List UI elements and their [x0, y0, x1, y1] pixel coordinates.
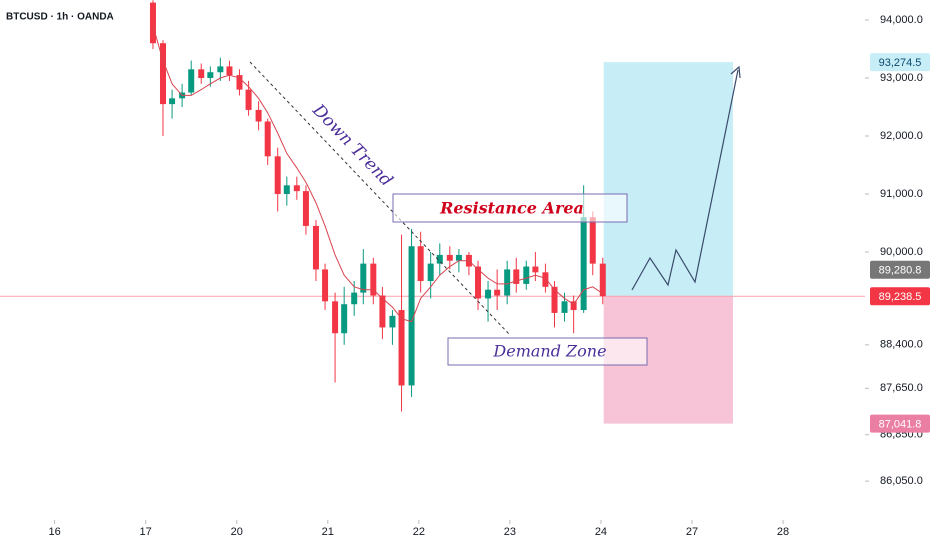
x-tick-label: 28: [777, 526, 789, 538]
y-tick-label: 91,000.0: [880, 188, 923, 200]
candle-body: [302, 191, 309, 226]
candle-body: [417, 246, 424, 282]
candle-body: [504, 269, 511, 296]
resistance-label: Resistance Area: [439, 199, 584, 218]
candle-body: [198, 69, 205, 79]
candle-body: [532, 266, 539, 273]
projection-arrowhead: [730, 65, 741, 79]
trend-line: [249, 61, 511, 336]
projection-path: [631, 69, 739, 291]
candle-body: [513, 269, 520, 284]
candle-body: [245, 89, 252, 110]
candle-body: [255, 109, 262, 122]
candle-body: [332, 301, 339, 334]
ma-label-bg: [870, 260, 930, 279]
candle-body: [389, 315, 396, 328]
candle-body: [561, 301, 568, 313]
candle-body: [551, 286, 558, 313]
y-tick-label: 88,400.0: [880, 339, 923, 351]
y-tick-label: 93,000.0: [880, 72, 923, 84]
candle-body: [264, 121, 271, 157]
candle-body: [149, 2, 156, 44]
y-tick-label: 90,000.0: [880, 246, 923, 258]
x-tick-label: 23: [504, 526, 516, 538]
last-price-label-bg: [870, 287, 930, 306]
candle-body: [293, 185, 300, 192]
target-label: 93,274.5: [879, 57, 922, 69]
candle-body: [475, 266, 482, 299]
candle-body: [494, 289, 501, 296]
x-tick-label: 24: [595, 526, 607, 538]
y-tick-label: 86,050.0: [880, 475, 923, 487]
candle-body: [274, 156, 281, 195]
x-tick-label: 16: [49, 526, 61, 538]
y-tick-label: 92,000.0: [880, 130, 923, 142]
candle-body: [523, 266, 530, 284]
candle-body: [436, 254, 443, 264]
candle-body: [169, 98, 176, 105]
y-tick-label: 87,650.0: [880, 382, 923, 394]
target-label-bg: [870, 53, 930, 72]
candle-body: [322, 269, 329, 302]
candle-body: [455, 254, 462, 261]
stop-label-bg: [870, 414, 930, 433]
candle-body: [188, 69, 195, 93]
candle-body: [207, 72, 214, 79]
target-zone: [603, 62, 733, 297]
candle-body: [351, 292, 358, 305]
candle-body: [485, 289, 492, 299]
candle-body: [570, 301, 577, 311]
x-tick-label: 20: [231, 526, 243, 538]
stop-label: 87,041.8: [879, 419, 922, 431]
x-tick-label: 27: [686, 526, 698, 538]
candle-body: [379, 295, 386, 328]
candle-body: [236, 75, 243, 90]
candle-body: [589, 217, 596, 264]
marks: [0, 0, 869, 524]
candle-body: [599, 263, 606, 297]
candle-body: [159, 43, 166, 105]
candle-body: [542, 272, 549, 287]
candle-body: [283, 185, 290, 195]
moving-average: [152, 25, 604, 323]
symbol-header: BTCUSD · 1h · OANDA: [6, 12, 114, 23]
candle-body: [446, 254, 453, 261]
demand-label: Demand Zone: [492, 342, 606, 361]
candle-body: [360, 263, 367, 293]
x-tick-label: 21: [322, 526, 334, 538]
candle-body: [398, 310, 405, 386]
candle-body: [217, 66, 224, 73]
ma-label: 89,280.8: [879, 265, 922, 277]
resistance-box: [392, 193, 628, 223]
candle-body: [226, 66, 233, 76]
candle-body: [312, 225, 319, 270]
demand-box: [447, 337, 648, 366]
x-tick-label: 22: [413, 526, 425, 538]
candle-body: [580, 217, 587, 311]
candle-body: [370, 263, 377, 296]
candle-body: [427, 263, 434, 282]
x-tick-label: 17: [140, 526, 152, 538]
price-labels: 94,000.0 93,000.0 92,000.0 91,000.0 90,000.0…: [49, 14, 930, 538]
candle-body: [408, 246, 415, 386]
candle-body: [341, 304, 348, 334]
y-tick-label: 94,000.0: [880, 14, 923, 26]
last-price-label: 89,238.5: [879, 291, 922, 303]
